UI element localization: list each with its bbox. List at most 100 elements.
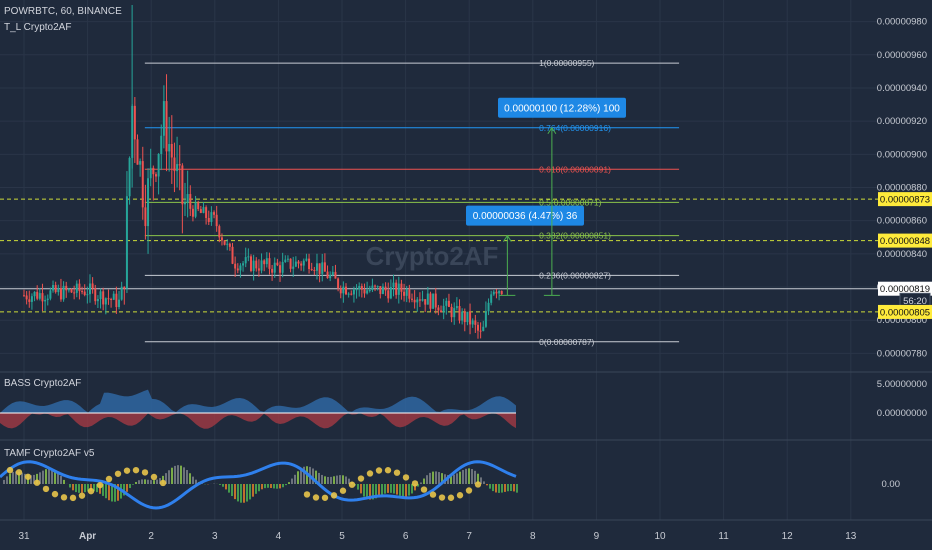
fib-label-0-382: 0.382(0.00000851) xyxy=(539,231,611,241)
candle xyxy=(236,268,239,271)
candle xyxy=(189,194,192,209)
candle xyxy=(379,286,382,294)
candle xyxy=(57,288,60,293)
y-tick-label: 0.00000900 xyxy=(877,149,927,160)
tamf-bar xyxy=(453,474,455,484)
tamf-bar xyxy=(195,479,197,484)
bass-y-tick: 0.00000000 xyxy=(877,408,927,419)
tamf-bar xyxy=(156,479,158,484)
tamf-bar xyxy=(84,484,86,493)
candle xyxy=(450,306,453,318)
measure-box xyxy=(498,97,626,118)
candle xyxy=(273,262,276,273)
candle xyxy=(281,262,284,273)
price-tag xyxy=(878,192,932,207)
tamf-bar xyxy=(186,469,188,484)
tamf-bar xyxy=(114,484,116,502)
candle xyxy=(289,258,292,269)
tamf-dot xyxy=(51,490,59,498)
candle xyxy=(168,144,171,152)
candle xyxy=(207,217,210,222)
candle xyxy=(479,330,482,332)
tamf-dot xyxy=(456,492,464,499)
candle xyxy=(252,260,255,271)
tamf-dot xyxy=(357,475,365,482)
tamf-bar xyxy=(63,479,65,484)
tamf-bar xyxy=(264,484,266,489)
candle xyxy=(152,167,155,175)
tamf-dot xyxy=(402,474,410,481)
tamf-bar xyxy=(180,465,182,484)
tamf-bar xyxy=(135,481,137,484)
tamf-bar xyxy=(312,468,314,484)
candle xyxy=(495,291,498,294)
tamf-dot xyxy=(96,481,104,489)
bass-y-tick: 5.00000000 xyxy=(877,379,927,390)
candle xyxy=(231,246,234,264)
tamf-bar xyxy=(144,479,146,484)
tamf-bar xyxy=(45,469,47,484)
tamf-bar xyxy=(168,470,170,484)
tamf-bar xyxy=(432,471,434,484)
candle xyxy=(78,283,81,292)
candle xyxy=(160,135,163,154)
y-tick-label: 0.00000780 xyxy=(877,348,927,359)
candle xyxy=(276,262,279,266)
tamf-dot xyxy=(42,485,50,493)
tamf-bar xyxy=(255,484,257,494)
tamf-bar xyxy=(90,484,92,492)
candle xyxy=(99,291,102,299)
candle xyxy=(418,299,421,301)
candle xyxy=(376,286,379,288)
tamf-bar xyxy=(6,476,8,484)
tamf-bar xyxy=(330,476,332,484)
y-tick-label: 0.00000840 xyxy=(877,249,927,260)
tamf-bar xyxy=(9,473,11,484)
tamf-bar xyxy=(252,484,254,497)
tamf-bar xyxy=(147,479,149,484)
candle xyxy=(461,311,464,321)
measure-box xyxy=(466,205,584,226)
tamf-bar xyxy=(480,477,482,484)
tamf-bar xyxy=(321,474,323,484)
tamf-bar xyxy=(111,484,113,502)
x-tick-label: Apr xyxy=(79,531,96,542)
candle xyxy=(458,306,461,321)
candle xyxy=(432,293,435,309)
candle xyxy=(498,291,501,294)
candle xyxy=(271,268,274,273)
tamf-bar xyxy=(510,484,512,491)
tamf-bar xyxy=(72,484,74,491)
tamf-bar xyxy=(492,484,494,492)
candle xyxy=(128,157,131,197)
candle xyxy=(434,293,437,308)
candle xyxy=(350,293,353,295)
candle xyxy=(247,256,250,258)
tamf-dot xyxy=(159,479,167,487)
candle xyxy=(413,299,416,303)
candle xyxy=(392,282,395,288)
candle xyxy=(355,289,358,291)
tamf-bar xyxy=(42,470,44,484)
candle xyxy=(492,291,495,295)
candle xyxy=(215,214,218,227)
candle xyxy=(178,164,181,166)
candle xyxy=(437,307,440,311)
x-tick-label: 4 xyxy=(276,531,282,542)
tamf-bar xyxy=(495,484,497,493)
tamf-bar xyxy=(150,480,152,484)
candle xyxy=(257,268,260,271)
candle xyxy=(440,310,443,313)
candle xyxy=(165,101,168,152)
candle xyxy=(358,285,361,290)
tamf-bar xyxy=(393,484,395,494)
tamf-bar xyxy=(465,468,467,484)
candle xyxy=(305,258,308,261)
tamf-bar xyxy=(138,480,140,484)
x-tick-label: 13 xyxy=(845,531,857,542)
x-tick-label: 8 xyxy=(530,531,536,542)
bass-positive-area xyxy=(0,389,516,413)
tamf-bar xyxy=(105,484,107,499)
candle xyxy=(94,288,97,302)
